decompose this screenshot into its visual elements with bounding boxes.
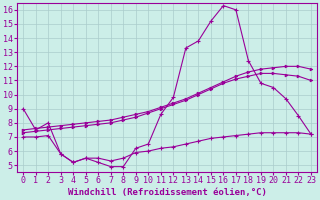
X-axis label: Windchill (Refroidissement éolien,°C): Windchill (Refroidissement éolien,°C) [68,188,267,197]
